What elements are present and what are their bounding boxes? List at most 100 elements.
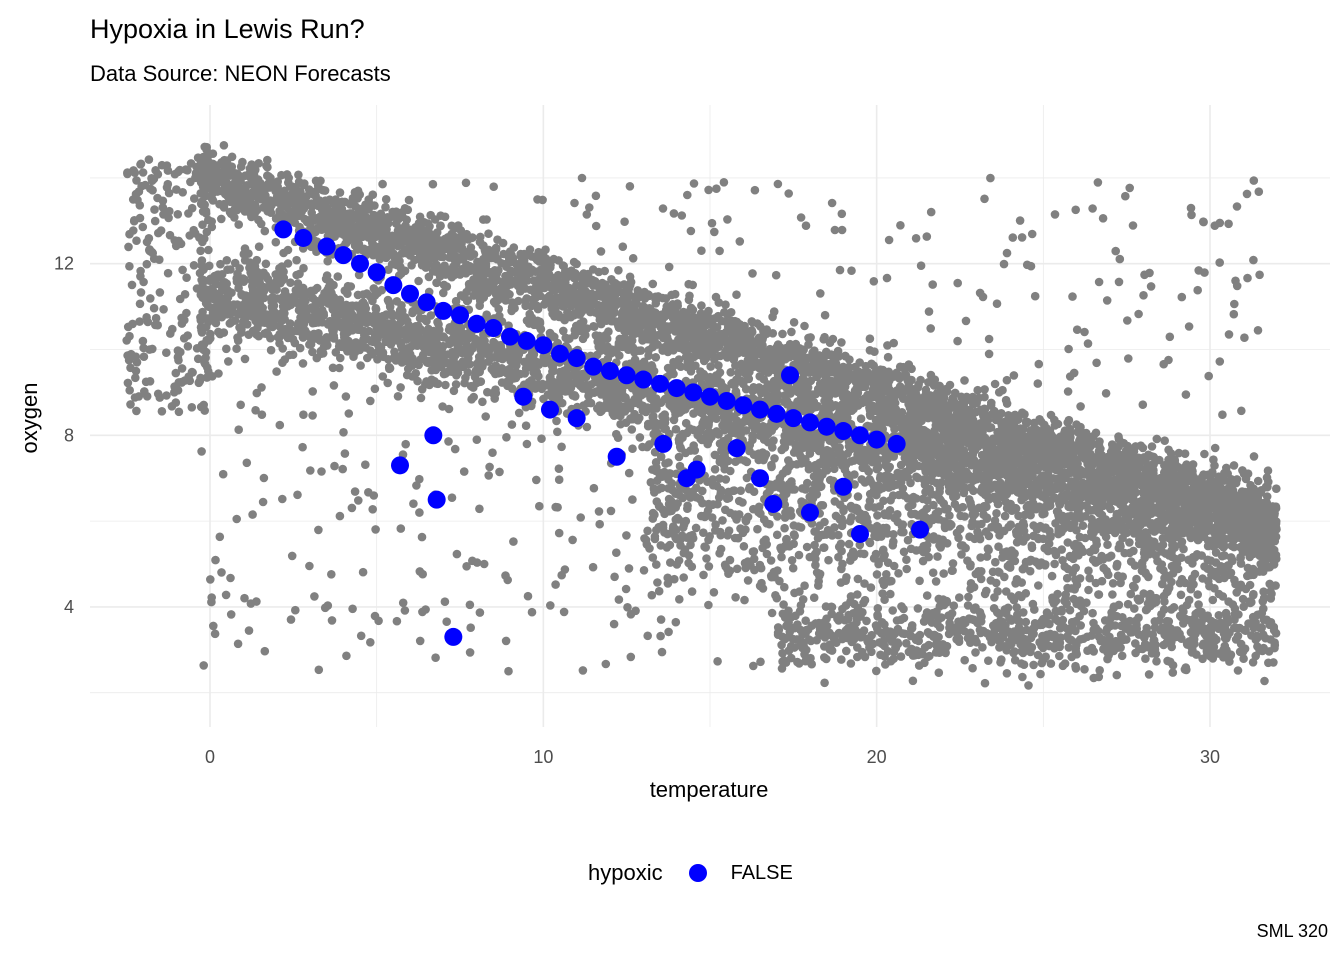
background-point <box>554 297 563 307</box>
background-point <box>292 270 301 280</box>
background-point <box>242 196 252 205</box>
background-point <box>503 276 513 285</box>
background-point <box>381 227 391 236</box>
background-point <box>973 385 982 395</box>
background-point <box>217 186 227 196</box>
background-point <box>400 204 410 213</box>
background-point <box>540 300 549 309</box>
background-point <box>624 298 633 308</box>
background-point <box>726 308 736 317</box>
background-point <box>932 388 942 398</box>
background-point <box>478 292 487 301</box>
background-point <box>1040 420 1049 430</box>
background-point <box>685 291 694 301</box>
background-point <box>514 296 523 306</box>
background-point <box>990 406 999 416</box>
background-point <box>914 380 923 389</box>
background-point <box>381 253 391 263</box>
background-point <box>998 385 1007 395</box>
background-point <box>686 326 696 335</box>
background-point <box>396 240 406 249</box>
background-point <box>1155 455 1164 465</box>
background-point <box>288 193 298 202</box>
background-point <box>1253 476 1263 486</box>
background-point <box>439 288 448 298</box>
background-point <box>764 350 774 359</box>
background-point <box>861 374 871 384</box>
background-point <box>732 290 741 300</box>
background-point <box>669 325 678 335</box>
background-point <box>987 398 996 408</box>
background-point <box>258 182 268 191</box>
background-point <box>230 213 239 222</box>
background-point <box>1164 445 1173 455</box>
background-point <box>586 307 595 317</box>
background-point <box>449 386 459 396</box>
background-point <box>787 327 796 337</box>
background-point <box>1263 466 1273 476</box>
background-point <box>479 241 488 250</box>
background-point <box>980 392 989 402</box>
background-point <box>830 357 839 366</box>
background-point <box>819 335 828 344</box>
background-point <box>238 157 247 167</box>
background-point <box>247 160 256 169</box>
background-point <box>831 389 840 398</box>
background-point <box>415 212 425 222</box>
background-point <box>681 418 691 428</box>
background-point <box>231 178 240 188</box>
background-point <box>279 248 288 258</box>
background-point <box>563 308 572 317</box>
background-point <box>545 291 554 301</box>
background-point <box>667 290 676 300</box>
background-point <box>531 267 540 277</box>
background-point <box>541 245 550 254</box>
background-point <box>648 279 658 289</box>
background-point <box>521 272 530 282</box>
background-point <box>696 309 706 318</box>
background-point <box>266 345 276 355</box>
background-point <box>1262 492 1272 501</box>
background-point <box>614 266 623 275</box>
background-point <box>559 326 568 336</box>
background-point <box>263 162 272 172</box>
background-point <box>841 352 850 361</box>
background-point <box>929 411 939 420</box>
background-point <box>313 181 323 190</box>
background-point <box>411 369 421 378</box>
background-point <box>490 248 500 258</box>
background-point <box>1200 449 1209 459</box>
background-point <box>196 199 206 209</box>
background-point <box>467 233 476 243</box>
background-point <box>531 283 541 293</box>
background-point <box>323 256 333 266</box>
background-point <box>396 383 405 392</box>
background-point <box>277 200 286 210</box>
background-point <box>1174 448 1184 458</box>
background-point <box>574 298 584 308</box>
background-point <box>825 338 835 348</box>
background-point <box>679 307 688 317</box>
background-point <box>335 188 345 197</box>
background-point <box>469 291 479 300</box>
background-point <box>439 280 449 290</box>
background-point <box>723 322 733 332</box>
background-point <box>241 171 250 180</box>
background-point <box>1147 442 1157 451</box>
background-point <box>679 345 689 355</box>
background-point <box>552 416 561 426</box>
background-point <box>472 283 481 293</box>
background-point <box>624 286 633 296</box>
background-point <box>755 372 764 381</box>
background-point <box>277 170 286 180</box>
background-point <box>220 171 229 181</box>
background-point <box>469 263 479 273</box>
background-point <box>569 257 579 267</box>
background-point <box>371 232 381 242</box>
background-point <box>336 353 345 363</box>
background-point <box>256 194 266 204</box>
background-point <box>398 212 407 221</box>
background-point <box>590 277 600 286</box>
background-point <box>373 355 382 364</box>
